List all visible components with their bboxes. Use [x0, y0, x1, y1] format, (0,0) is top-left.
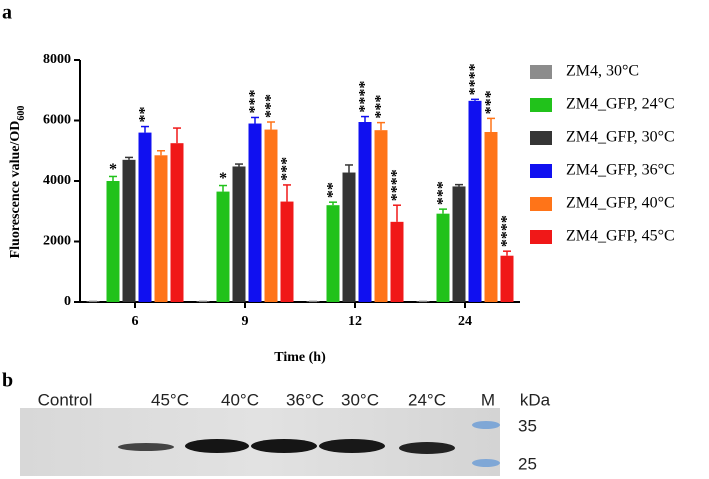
bar — [358, 122, 372, 302]
significance: *** — [247, 89, 264, 113]
legend-swatch — [530, 164, 552, 178]
legend-label: ZM4_GFP, 45°C — [566, 228, 675, 245]
bar — [280, 201, 294, 302]
marker-label: 25 — [518, 454, 537, 473]
legend-label: ZM4, 30°C — [566, 63, 639, 80]
lane-label: 45°C — [151, 390, 189, 409]
legend-swatch — [530, 65, 552, 79]
marker-band — [472, 421, 500, 429]
y-tick-label: 4000 — [43, 173, 71, 188]
legend-swatch — [530, 131, 552, 145]
legend-label: ZM4_GFP, 24°C — [566, 96, 675, 113]
bar — [468, 100, 482, 303]
legend-label: ZM4_GFP, 30°C — [566, 129, 675, 146]
lane-label: 30°C — [341, 390, 379, 409]
significance: *** — [373, 95, 390, 119]
lane-label: 36°C — [286, 390, 324, 409]
y-tick-label: 0 — [64, 294, 71, 309]
legend-label: ZM4_GFP, 40°C — [566, 195, 675, 212]
x-tick-label: 9 — [242, 314, 249, 329]
bar — [106, 181, 120, 302]
significance: * — [109, 161, 117, 178]
significance: **** — [357, 81, 374, 113]
x-tick-label: 12 — [348, 314, 362, 329]
y-label-sub: 600 — [16, 106, 27, 121]
significance: ** — [137, 107, 154, 123]
bar — [500, 255, 514, 302]
marker-label: 35 — [518, 416, 537, 435]
y-tick-label: 2000 — [43, 234, 71, 249]
bar — [154, 155, 168, 302]
bar — [248, 123, 262, 303]
significance: **** — [467, 63, 484, 95]
y-axis-label: Fluorescence value/OD600 — [8, 106, 27, 259]
lane-label: Control — [38, 390, 93, 409]
gel-band — [251, 439, 317, 453]
bar — [342, 172, 356, 302]
bar — [326, 205, 340, 302]
lane-label: M — [481, 390, 495, 409]
legend-swatch — [530, 98, 552, 112]
bar — [374, 130, 388, 302]
bar — [390, 221, 404, 302]
x-tick-label: 24 — [458, 314, 472, 329]
bar — [138, 132, 152, 302]
panel-label: b — [2, 370, 13, 392]
y-tick-label: 8000 — [43, 52, 71, 67]
x-tick-label: 6 — [132, 314, 139, 329]
lane-label: 24°C — [408, 390, 446, 409]
legend-swatch — [530, 230, 552, 244]
marker-band — [472, 459, 500, 467]
bar — [264, 129, 278, 302]
significance: ** — [325, 182, 342, 198]
significance: **** — [499, 215, 516, 247]
gel-band — [319, 439, 385, 453]
significance: * — [219, 170, 227, 187]
x-axis-label: Time (h) — [274, 350, 326, 365]
bar — [232, 166, 246, 302]
significance: *** — [263, 94, 280, 118]
significance: **** — [389, 169, 406, 201]
significance: *** — [279, 157, 296, 181]
gel-band — [399, 442, 455, 454]
lane-label: 40°C — [221, 390, 259, 409]
significance: *** — [483, 90, 500, 114]
bar — [216, 191, 230, 302]
panel-label: a — [2, 2, 12, 24]
gel-band — [185, 439, 249, 453]
significance: *** — [435, 181, 452, 205]
legend-label: ZM4_GFP, 36°C — [566, 162, 675, 179]
y-label-text: Fluorescence value/OD — [8, 121, 23, 259]
unit-label: kDa — [520, 390, 551, 409]
gel-band — [118, 443, 174, 451]
y-tick-label: 6000 — [43, 113, 71, 128]
bar — [484, 131, 498, 302]
bar — [122, 159, 136, 302]
bar — [452, 186, 466, 302]
legend-swatch — [530, 197, 552, 211]
bar — [170, 143, 184, 302]
bar — [436, 213, 450, 302]
